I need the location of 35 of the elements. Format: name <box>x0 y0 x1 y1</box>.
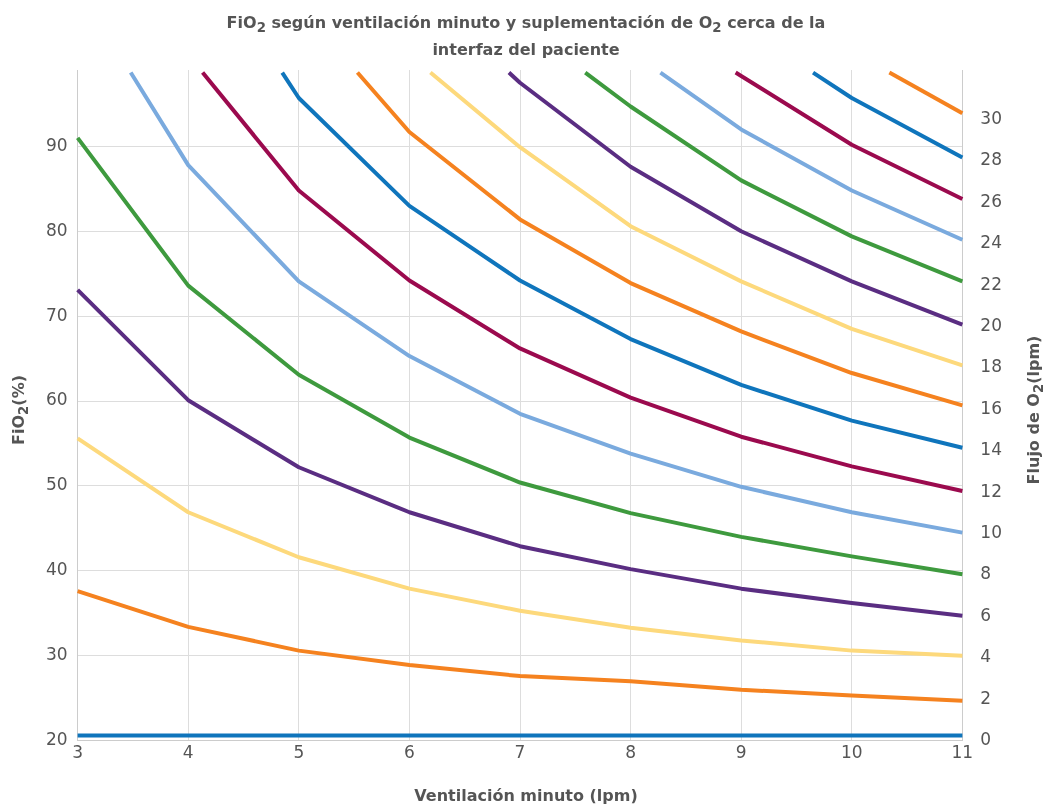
y2-tick-label: 24 <box>980 232 1003 253</box>
y-tick-label: 30 <box>45 644 68 665</box>
y-tick-label: 20 <box>45 729 68 750</box>
x-tick-label: 8 <box>625 742 637 763</box>
x-axis-title: Ventilación minuto (lpm) <box>413 786 639 805</box>
y2-tick-label: 30 <box>980 108 1003 129</box>
y2-tick-label: 20 <box>980 315 1003 336</box>
chart-title: FiO$_{2}$ según ventilación minuto y suplementación de O$_{2}$ cerca de la interfaz del paciente <box>226 13 826 60</box>
y2-tick-label: 14 <box>980 439 1003 460</box>
y2-tick-label: 10 <box>980 522 1003 543</box>
y2-tick-label: 12 <box>980 480 1003 501</box>
y2-tick-label: 28 <box>980 149 1003 170</box>
x-tick-label: 11 <box>951 742 974 763</box>
y2-tick-label: 8 <box>980 563 992 584</box>
x-tick-label: 6 <box>403 742 415 763</box>
x-tick-label: 10 <box>840 742 863 763</box>
y-tick-label: 40 <box>45 559 68 580</box>
y-tick-label: 90 <box>45 134 68 155</box>
y2-tick-label: 18 <box>980 356 1003 377</box>
y2-tick-label: 16 <box>980 397 1003 418</box>
y-tick-label: 60 <box>45 389 68 410</box>
y2-tick-label: 0 <box>980 729 992 750</box>
y2-tick-label: 2 <box>980 687 992 708</box>
x-tick-label: 7 <box>514 742 526 763</box>
y2-tick-label: 6 <box>980 604 992 625</box>
y2-tick-label: 26 <box>980 190 1003 211</box>
x-tick-label: 5 <box>293 742 305 763</box>
y2-tick-label: 4 <box>980 646 992 667</box>
y-tick-label: 70 <box>45 304 68 325</box>
y2-tick-label: 22 <box>980 273 1003 294</box>
x-tick-label: 9 <box>735 742 747 763</box>
y-tick-label: 80 <box>45 219 68 240</box>
y-tick-label: 50 <box>45 474 68 495</box>
x-tick-label: 3 <box>72 742 84 763</box>
x-tick-label: 4 <box>182 742 194 763</box>
